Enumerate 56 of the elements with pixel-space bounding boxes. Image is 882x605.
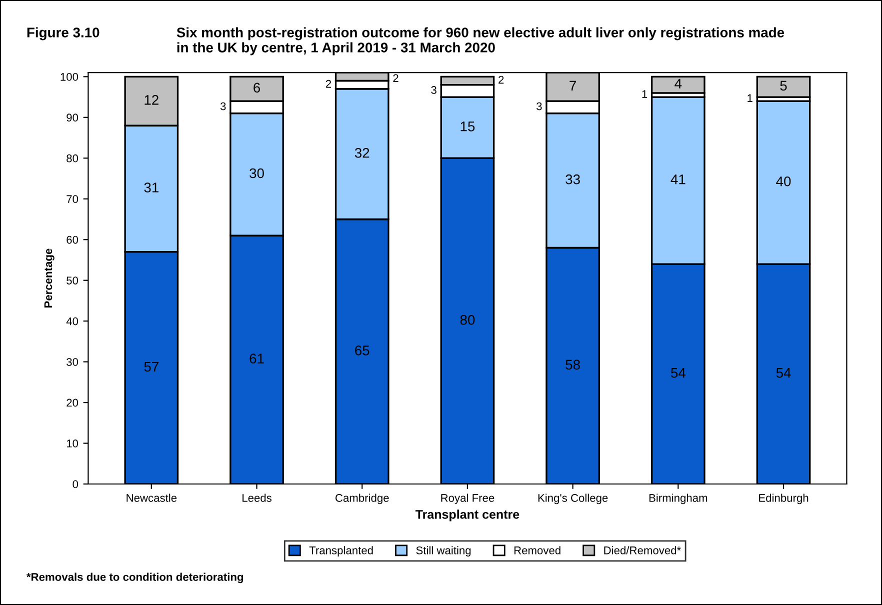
x-axis-title: Transplant centre xyxy=(416,510,520,522)
data-label: 15 xyxy=(460,122,475,132)
data-label: 31 xyxy=(144,182,158,192)
y-tick-label: 100 xyxy=(60,72,78,81)
data-label: 1 xyxy=(642,90,648,98)
data-label: 2 xyxy=(326,80,331,88)
data-label: 2 xyxy=(498,76,504,84)
data-label: 3 xyxy=(431,86,436,94)
x-tick-label: Birmingham xyxy=(649,494,708,504)
legend-label: Removed xyxy=(514,546,560,554)
data-label: 5 xyxy=(780,80,787,91)
y-tick-label: 70 xyxy=(66,195,78,204)
data-label: 7 xyxy=(570,80,576,90)
data-label: 61 xyxy=(250,354,264,364)
data-label: 54 xyxy=(670,368,686,378)
x-tick-label: Edinburgh xyxy=(759,494,808,504)
legend-label: Died/Removed* xyxy=(604,546,681,554)
y-tick-label: 50 xyxy=(66,276,78,284)
bar xyxy=(650,76,706,94)
x-tick-label: Cambridge xyxy=(336,494,389,504)
data-label: 40 xyxy=(776,176,791,186)
data-label: 54 xyxy=(776,368,791,378)
data-label: 32 xyxy=(354,148,370,158)
y-tick-label: 20 xyxy=(66,398,78,407)
text: *Removals due to condition deteriorating xyxy=(26,572,244,584)
y-tick-label: 60 xyxy=(66,236,78,244)
data-label: 33 xyxy=(566,174,580,184)
data-label: 65 xyxy=(355,346,370,356)
y-axis-title: Percentage xyxy=(44,248,54,308)
legend-label: Still waiting xyxy=(416,546,471,557)
y-tick-label: 80 xyxy=(66,154,78,162)
x-tick-label: King's College xyxy=(538,494,608,504)
x-tick-label: Newcastle xyxy=(126,494,177,502)
data-label: 2 xyxy=(393,74,398,82)
data-label: 41 xyxy=(670,174,686,184)
chart-title: Figure 3.10 xyxy=(27,27,100,40)
data-label: 80 xyxy=(460,314,475,325)
y-tick-label: 30 xyxy=(66,358,78,366)
x-tick-label: Leeds xyxy=(242,494,272,502)
data-label: 4 xyxy=(674,78,682,88)
data-label: 3 xyxy=(536,102,542,110)
legend-label: Transplanted xyxy=(309,546,373,557)
data-label: 57 xyxy=(144,362,158,372)
y-tick-label: 40 xyxy=(66,317,78,326)
y-tick-label: 10 xyxy=(66,440,78,448)
data-label: 12 xyxy=(144,95,158,105)
chart-subtitle: Six month post-registration outcome for 960 new elective adult liver only registrations made in the UK by centre, 1 April 2019 - 31 March 2020 xyxy=(176,27,784,56)
data-label: 1 xyxy=(748,94,752,102)
x-tick-label: Royal Free xyxy=(441,494,494,504)
data-label: 58 xyxy=(566,360,580,370)
bar xyxy=(756,76,811,98)
y-tick-label: 0 xyxy=(72,480,78,488)
data-label: 6 xyxy=(254,82,260,93)
data-label: 30 xyxy=(250,168,264,178)
y-tick-label: 90 xyxy=(66,114,78,122)
data-label: 3 xyxy=(220,102,226,110)
